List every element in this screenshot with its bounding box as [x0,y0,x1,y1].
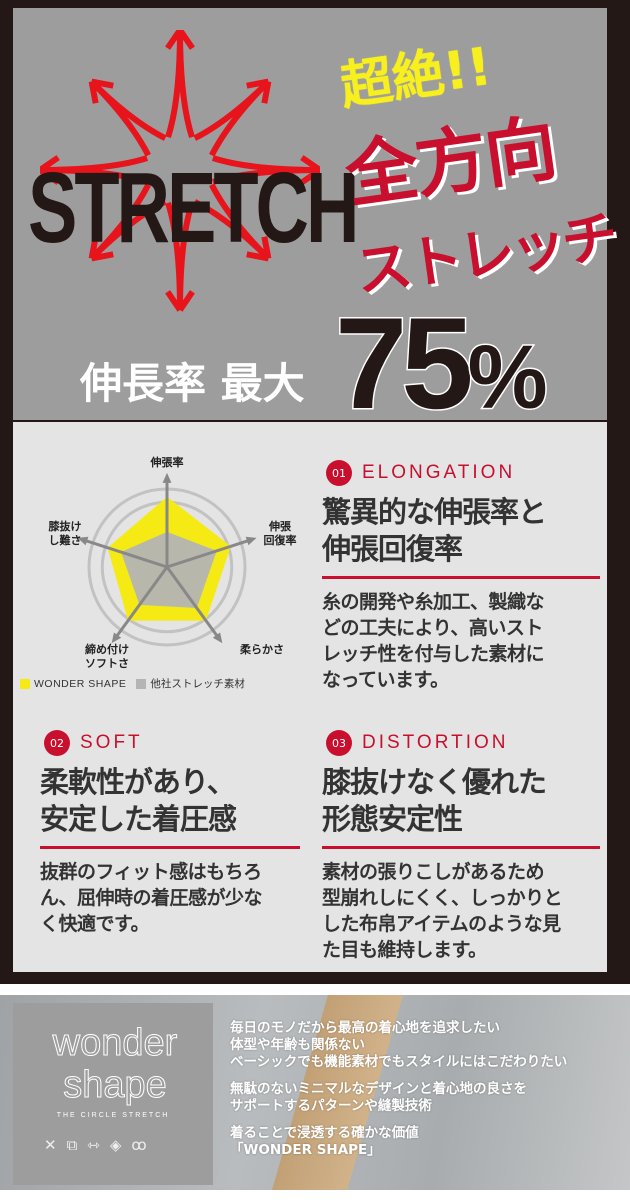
feature-heading: 形態安定性 [322,802,463,836]
banner-copy: 毎日のモノだから最高の着心地を追求したい 体型や年齢も関係ない ベーシックでも機能素… [230,1020,567,1159]
feature-divider [40,846,300,849]
layers-icon: ⧉ [66,1136,78,1154]
arrow [40,155,149,185]
arrow [211,155,320,185]
feature-icons: ✕ ⧉ ⇿ ◈ ꝏ [44,1136,147,1154]
banner-line [230,1071,567,1081]
axis-label: 柔らかさ [239,643,284,656]
rate-number: 75 [334,289,476,438]
feature-body: 素材の張りこしがあるため [322,861,545,883]
axis-label: 膝抜け [49,519,82,533]
feature-heading: 伸張回復率 [322,532,463,566]
brand-line: shape [63,1064,168,1107]
legend-swatch-wonder [20,678,30,689]
axis-arrow [212,632,223,644]
axis-label: ソフトさ [85,657,129,670]
legend-swatch-other [136,678,147,689]
axis-arrow [77,536,89,546]
legend-label: 他社ストレッチ素材 [150,678,245,690]
feature-heading: 驚異的な伸張率と [322,495,547,529]
axis-arrow [162,472,172,483]
feature-body: なっています。 [322,669,449,691]
banner-line: サポートするパターンや縫製技術 [230,1098,432,1114]
stretch-logo-text: STRETCH [28,151,359,264]
brand-line: wonder [52,1022,178,1065]
axis-label: 伸張 [268,519,292,533]
feature-heading: 柔軟性があり、 [40,765,236,799]
brand-subtitle: THE CIRCLE STRETCH [56,1112,170,1119]
banner-line [230,1115,567,1125]
feature-body: どの工夫により、高いスト [322,617,543,639]
feature-body: 抜群のフィット感はもちろ [40,861,262,883]
feature-body: く快適です。 [40,913,150,935]
axis-arrow [111,632,122,644]
chart-legend: WONDER SHAPE 他社ストレッチ素材 [20,676,245,691]
feature-header: 03 DISTORTION [326,730,600,756]
legend-label: WONDER SHAPE [34,677,127,690]
width-icon: ⇿ [87,1136,100,1154]
arrow [193,78,272,157]
axis-line [166,538,252,569]
feature-body: した布帛アイテムのような見 [322,913,561,935]
banner-line: 毎日のモノだから最高の着心地を追求したい [230,1020,500,1036]
axis-label: し難さ [49,533,82,547]
feature-body: ん、屈伸時の着圧感が少な [40,887,263,909]
brand-logo: wonder shape [40,1022,190,1107]
feature-title: DISTORTION [362,732,509,753]
axis-line [165,566,221,640]
feature-divider [322,846,600,849]
axis-arrow [245,536,257,546]
arrow [165,201,195,312]
feature-number-badge: 01 [326,460,352,486]
arrow [165,30,195,139]
banner-line: 「WONDER SHAPE」 [230,1142,381,1158]
feature-body: た目も維持します。 [322,939,487,961]
feature-02: 02 SOFT 柔軟性があり、 安定した着圧感抜群のフィット感はもちろ ん、屈伸時の着圧… [40,730,300,937]
axis-line [113,566,169,640]
axis-label: 回復率 [264,533,297,547]
mesh-icon: ◈ [109,1136,122,1154]
feature-body: 糸の開発や糸加工、製織な [322,591,545,613]
feature-title: SOFT [80,732,143,753]
axis-label: 締め付け [85,642,129,656]
brand-logo-box [13,1003,213,1185]
banner-line: 体型や年齢も関係ない [230,1037,365,1053]
feature-heading: 膝抜けなく優れた [322,765,547,799]
coil-icon: ꝏ [131,1136,147,1154]
axis-label: 伸張率 [150,455,184,469]
rate-unit: % [466,327,549,430]
arrow [88,78,167,157]
feature-body: レッチ性を付与した素材に [322,643,545,665]
feature-body: 型崩れしにくく、しっかりと [322,887,563,909]
rate-label: 伸長率 最大 [80,359,305,408]
feature-01: 01 ELONGATION 驚異的な伸張率と 伸張回復率糸の開発や糸加工、製織な どの工… [322,460,600,693]
rate-value: 75% [334,288,550,438]
feature-heading: 安定した着圧感 [40,802,237,836]
stretch-arrows-icon: ✕ [44,1136,57,1154]
feature-header: 02 SOFT [44,730,300,756]
stretch-arrows-icon [40,30,320,312]
feature-header: 01 ELONGATION [326,460,600,486]
feature-number-badge: 03 [326,730,352,756]
banner-line: 着ることで浸透する確かな価値 [230,1125,419,1141]
banner-line: ベーシックでも機能素材でもスタイルにはこだわりたい [230,1054,568,1070]
feature-number-badge: 02 [44,730,70,756]
arrow [88,183,167,262]
banner-line: 無駄のないミニマルなデザインと着心地の良さを [230,1081,527,1097]
feature-title: ELONGATION [362,462,516,483]
axis-line [82,538,168,569]
hero-section [13,8,607,420]
feature-divider [322,576,600,579]
arrow [193,183,272,262]
feature-03: 03 DISTORTION 膝抜けなく優れた 形態安定性素材の張りこしがあるため 型崩れ… [322,730,600,963]
